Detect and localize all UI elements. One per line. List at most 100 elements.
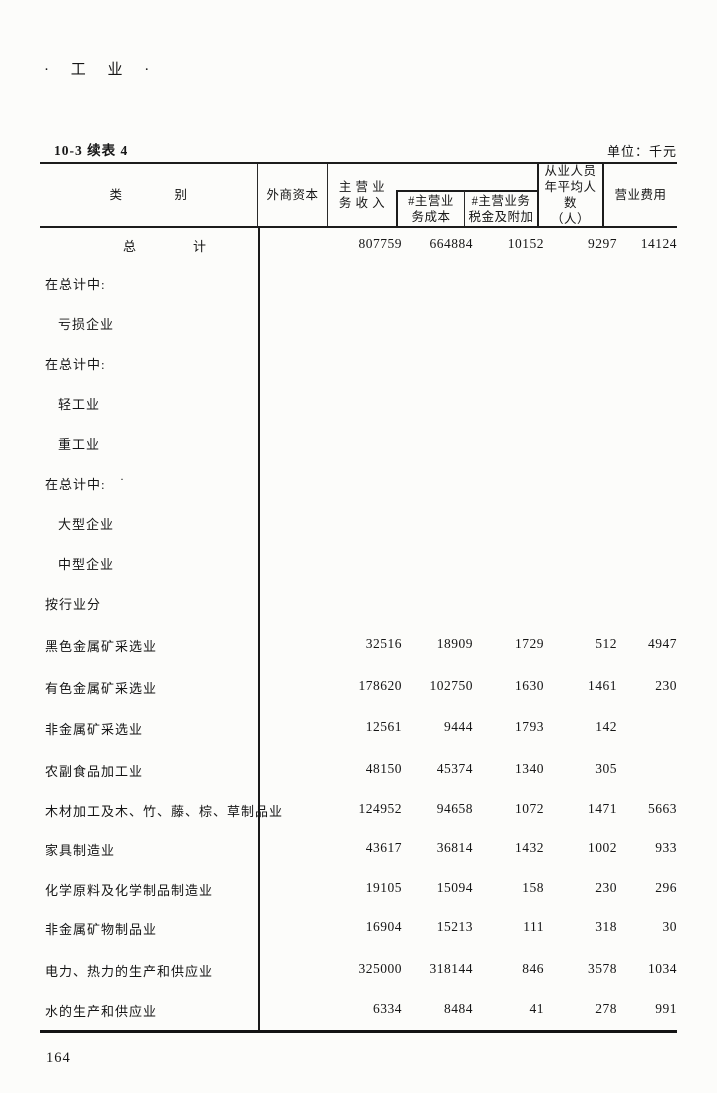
table-row: 农副食品加工业 48150 45374 1340 305 bbox=[40, 761, 677, 779]
row-suffix: · bbox=[120, 472, 124, 486]
cell-main-cost: 102750 bbox=[429, 678, 473, 693]
table-row: 化学原料及化学制品制造业 19105 15094 158 230 296 bbox=[40, 880, 677, 898]
table-row: 非金属矿物制品业 16904 15213 111 318 30 bbox=[40, 919, 677, 937]
cell-main-tax: 1072 bbox=[515, 801, 544, 816]
cell-main-cost: 15213 bbox=[436, 919, 473, 934]
cell-main-tax: 1729 bbox=[515, 636, 544, 651]
table-row: 黑色金属矿采选业 32516 18909 1729 512 4947 bbox=[40, 636, 677, 654]
table-row: 重工业 bbox=[40, 434, 677, 452]
cell-operating-expense: 1034 bbox=[648, 961, 677, 976]
row-label: 在总计中: bbox=[45, 277, 106, 292]
row-label: 有色金属矿采选业 bbox=[45, 681, 158, 696]
row-label: 中型企业 bbox=[58, 557, 115, 572]
row-label: 非金属矿物制品业 bbox=[45, 922, 158, 937]
cell-employees: 278 bbox=[595, 1001, 617, 1016]
cell-main-cost: 8484 bbox=[444, 1001, 473, 1016]
cell-employees: 305 bbox=[595, 761, 617, 776]
cell-main-revenue: 32516 bbox=[365, 636, 402, 651]
header-employees: 从业人员 年平均人数 （人） bbox=[537, 164, 604, 226]
table-row: 电力、热力的生产和供应业 325000 318144 846 3578 1034 bbox=[40, 961, 677, 979]
cell-operating-expense: 230 bbox=[655, 678, 677, 693]
row-label: 重工业 bbox=[58, 437, 101, 452]
cell-main-revenue: 48150 bbox=[365, 761, 402, 776]
cell-main-cost: 45374 bbox=[436, 761, 473, 776]
row-label: 亏损企业 bbox=[58, 317, 115, 332]
cell-main-tax: 1793 bbox=[515, 719, 544, 734]
row-label: 在总计中: bbox=[45, 357, 106, 372]
cell-employees: 3578 bbox=[588, 961, 617, 976]
cell-employees: 1471 bbox=[588, 801, 617, 816]
cell-operating-expense: 5663 bbox=[648, 801, 677, 816]
cell-employees: 1002 bbox=[588, 840, 617, 855]
table-row: 非金属矿采选业 12561 9444 1793 142 bbox=[40, 719, 677, 737]
cell-main-cost: 36814 bbox=[436, 840, 473, 855]
table-row: 总 计 807759 664884 10152 9297 14124 bbox=[40, 236, 677, 254]
cell-main-cost: 9444 bbox=[444, 719, 473, 734]
unit-label: 单位：千元 bbox=[606, 144, 677, 159]
cell-main-revenue: 12561 bbox=[365, 719, 402, 734]
row-label: 木材加工及木、竹、藤、棕、草制品业 bbox=[45, 804, 284, 819]
cell-main-cost: 18909 bbox=[436, 636, 473, 651]
cell-main-revenue: 6334 bbox=[373, 1001, 402, 1016]
cell-main-tax: 111 bbox=[523, 919, 544, 934]
page-number: 164 bbox=[46, 1050, 71, 1066]
header-main-tax: #主营业务 税金及附加 bbox=[465, 190, 537, 226]
cell-main-revenue: 124952 bbox=[358, 801, 402, 816]
cell-employees: 512 bbox=[595, 636, 617, 651]
header-main-revenue: 主 营 业 务 收 入 bbox=[338, 179, 386, 210]
row-label: 农副食品加工业 bbox=[45, 764, 144, 779]
chapter-heading: · 工 业 · bbox=[44, 62, 159, 78]
table-row: 轻工业 bbox=[40, 394, 677, 412]
cell-main-cost: 664884 bbox=[429, 236, 473, 251]
row-label: 非金属矿采选业 bbox=[45, 722, 144, 737]
cell-operating-expense: 14124 bbox=[640, 236, 677, 251]
cell-main-tax: 1432 bbox=[515, 840, 544, 855]
row-label: 轻工业 bbox=[58, 397, 101, 412]
table-row: 在总计中: · bbox=[40, 472, 677, 492]
cell-employees: 142 bbox=[595, 719, 617, 734]
cell-main-revenue: 178620 bbox=[358, 678, 402, 693]
cell-employees: 230 bbox=[595, 880, 617, 895]
row-label: 按行业分 bbox=[45, 597, 102, 612]
cell-main-cost: 318144 bbox=[429, 961, 473, 976]
header-operating-expense: 营业费用 bbox=[614, 187, 667, 202]
table-row: 大型企业 bbox=[40, 514, 677, 532]
cell-operating-expense: 296 bbox=[655, 880, 677, 895]
cell-main-tax: 158 bbox=[522, 880, 544, 895]
cell-employees: 318 bbox=[595, 919, 617, 934]
row-label: 大型企业 bbox=[58, 517, 115, 532]
row-label: 化学原料及化学制品制造业 bbox=[45, 883, 214, 898]
cell-employees: 9297 bbox=[588, 236, 617, 251]
cell-operating-expense: 933 bbox=[655, 840, 677, 855]
row-label: 在总计中: bbox=[45, 477, 106, 492]
table-caption: 10-3 续表 4 bbox=[54, 143, 129, 158]
row-label: 家具制造业 bbox=[45, 843, 116, 858]
row-label: 总 计 bbox=[123, 239, 208, 254]
cell-main-revenue: 325000 bbox=[358, 961, 402, 976]
row-label: 电力、热力的生产和供应业 bbox=[45, 964, 214, 979]
header-foreign-capital: 外商资本 bbox=[258, 164, 328, 226]
cell-main-revenue: 19105 bbox=[365, 880, 402, 895]
cell-main-tax: 846 bbox=[522, 961, 544, 976]
table-row: 在总计中: bbox=[40, 274, 677, 292]
row-label: 水的生产和供应业 bbox=[45, 1004, 158, 1019]
table-row: 在总计中: bbox=[40, 354, 677, 372]
table-body: 总 计 807759 664884 10152 9297 14124 在总计中:… bbox=[40, 228, 677, 1033]
row-label: 黑色金属矿采选业 bbox=[45, 639, 158, 654]
header-category: 类 别 bbox=[40, 164, 258, 226]
cell-operating-expense: 30 bbox=[662, 919, 677, 934]
table-row: 木材加工及木、竹、藤、棕、草制品业 124952 94658 1072 1471… bbox=[40, 801, 677, 819]
category-column-divider bbox=[258, 228, 260, 1030]
cell-main-revenue: 43617 bbox=[365, 840, 402, 855]
cell-operating-expense: 4947 bbox=[648, 636, 677, 651]
cell-main-cost: 94658 bbox=[436, 801, 473, 816]
cell-main-cost: 15094 bbox=[436, 880, 473, 895]
cell-main-revenue: 16904 bbox=[365, 919, 402, 934]
table-row: 家具制造业 43617 36814 1432 1002 933 bbox=[40, 840, 677, 858]
table-row: 按行业分 bbox=[40, 594, 677, 612]
table-header: 类 别 外商资本 主 营 业 务 收 入 #主营业 务成本 #主营业务 税金及附… bbox=[40, 162, 677, 228]
table-row: 中型企业 bbox=[40, 554, 677, 572]
caption-row: 10-3 续表 4 单位：千元 bbox=[0, 139, 717, 159]
cell-main-tax: 10152 bbox=[507, 236, 544, 251]
